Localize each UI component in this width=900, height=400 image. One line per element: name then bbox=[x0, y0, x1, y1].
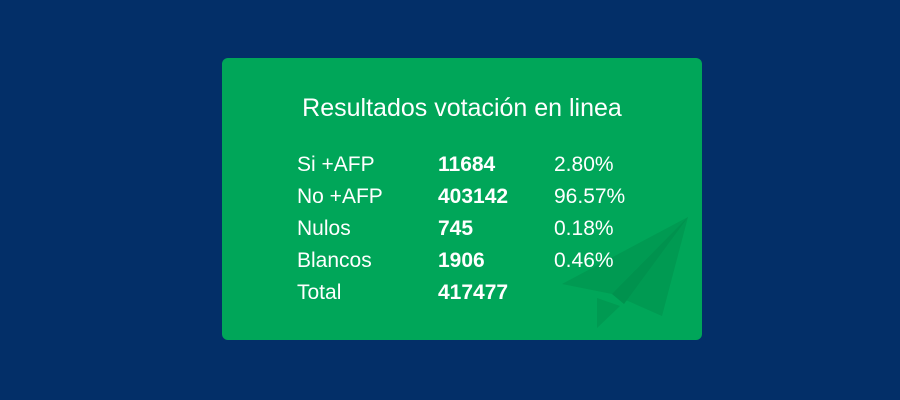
row-label: Total bbox=[297, 281, 342, 304]
vote-percent: 96.57% bbox=[554, 185, 626, 208]
vote-count: 1906 bbox=[438, 249, 485, 272]
vote-percent: 2.80% bbox=[554, 153, 614, 176]
row-label: Si +AFP bbox=[297, 153, 375, 176]
card-title: Resultados votación en linea bbox=[302, 94, 622, 122]
vote-percent: 0.18% bbox=[554, 217, 614, 240]
vote-count: 403142 bbox=[438, 185, 509, 208]
row-label: Blancos bbox=[297, 249, 372, 272]
vote-percent: 0.46% bbox=[554, 249, 614, 272]
row-label: No +AFP bbox=[297, 185, 383, 208]
row-label: Nulos bbox=[297, 217, 351, 240]
vote-count: 11684 bbox=[438, 153, 496, 176]
vote-count: 745 bbox=[438, 217, 474, 240]
paper-plane-icon bbox=[562, 217, 688, 328]
vote-count: 417477 bbox=[438, 281, 509, 304]
results-card: Resultados votación en linea Si +AFP 1168… bbox=[222, 58, 702, 340]
